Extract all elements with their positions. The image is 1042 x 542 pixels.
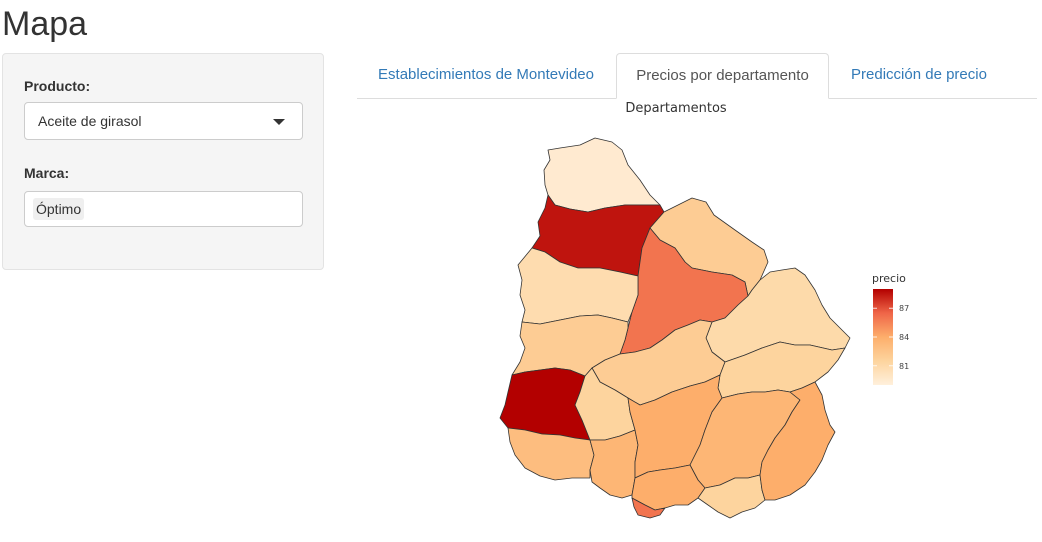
region-rocha[interactable]	[759, 381, 836, 501]
legend-colorbar	[873, 289, 893, 385]
map-title: Departamentos	[625, 101, 727, 116]
region-montevideo[interactable]	[631, 497, 666, 519]
tab-prediccion[interactable]: Predicción de precio	[851, 66, 987, 83]
legend-tick-label: 87	[899, 304, 909, 313]
legend-tick-label: 84	[899, 333, 909, 342]
region-colonia[interactable]	[507, 427, 595, 481]
product-label: Producto:	[24, 78, 91, 94]
page-title: Mapa	[2, 5, 88, 43]
product-select-value: Aceite de girasol	[38, 113, 142, 129]
brand-label: Marca:	[24, 165, 70, 181]
region-artigas[interactable]	[543, 137, 661, 213]
tab-precios[interactable]: Precios por departamento	[616, 53, 829, 99]
region-maldonado[interactable]	[697, 474, 766, 519]
brand-tag[interactable]: Óptimo	[33, 198, 85, 220]
tab-bar: Establecimientos de Montevideo Precios p…	[357, 53, 1037, 99]
region-san-jose[interactable]	[589, 429, 639, 499]
tab-establecimientos[interactable]: Establecimientos de Montevideo	[378, 66, 594, 83]
legend-tick-label: 81	[899, 362, 909, 371]
product-select[interactable]: Aceite de girasol	[24, 102, 303, 140]
caret-down-icon	[273, 119, 285, 125]
legend-title: precio	[872, 272, 906, 285]
sidebar-panel: Producto: Aceite de girasol Marca: Óptim…	[2, 53, 324, 270]
brand-input[interactable]: Óptimo	[24, 191, 303, 227]
